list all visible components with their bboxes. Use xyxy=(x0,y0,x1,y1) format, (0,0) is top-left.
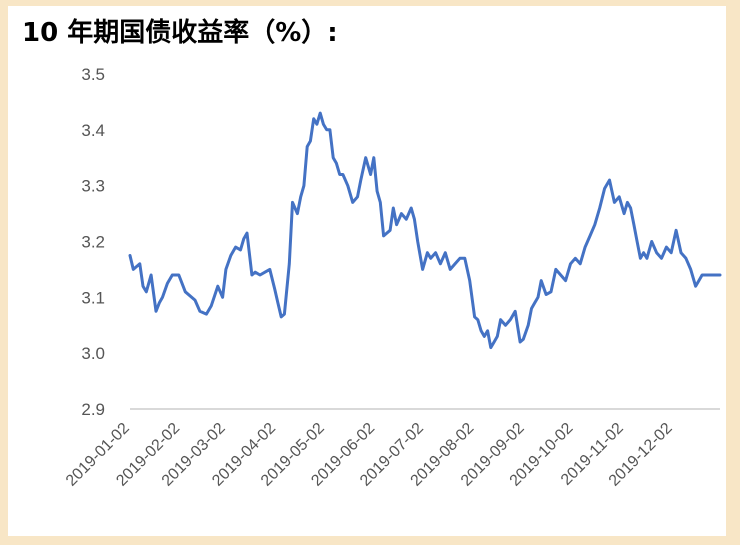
chart-title: 10 年期国债收益率（%）: xyxy=(22,18,338,48)
y-tick-label: 3.2 xyxy=(81,233,105,252)
y-tick-label: 3.3 xyxy=(81,177,105,196)
y-tick-label: 2.9 xyxy=(81,400,105,419)
line-chart: 2.93.03.13.23.33.43.52019-01-022019-02-0… xyxy=(63,65,722,490)
y-tick-label: 3.0 xyxy=(81,344,105,363)
y-tick-label: 3.4 xyxy=(81,121,105,140)
y-tick-label: 3.1 xyxy=(81,288,105,307)
chart-panel: 10 年期国债收益率（%）: 2.9 3.0 3.1 3.2 3.3 3.4 3.5 2019… xyxy=(8,6,726,536)
series-line-yield xyxy=(128,111,722,350)
y-tick-label: 3.5 xyxy=(81,65,105,84)
